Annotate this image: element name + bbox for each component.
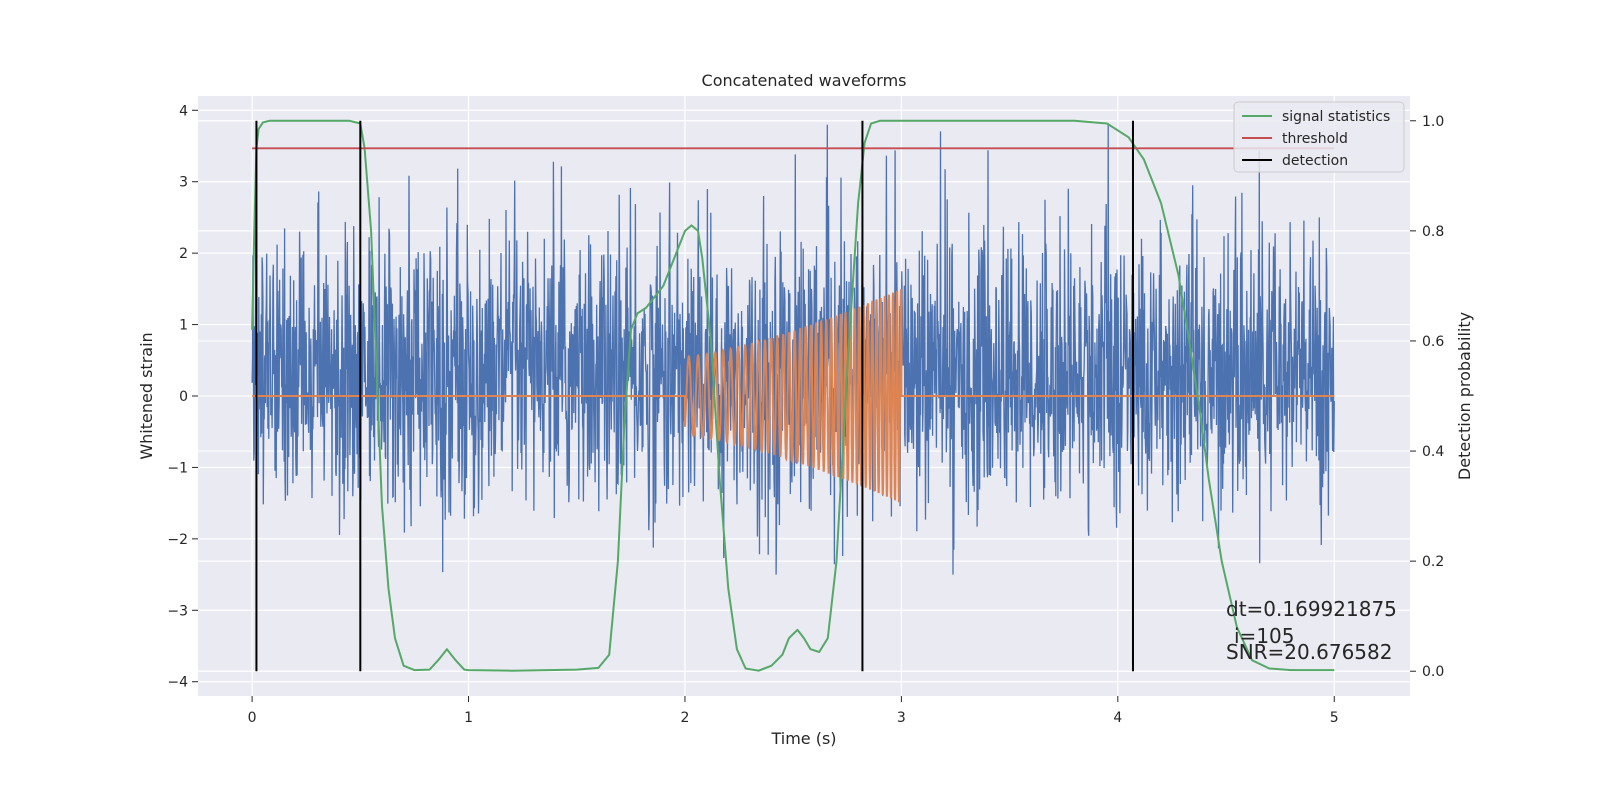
y-right-tick-label: 0.0	[1422, 664, 1444, 680]
axes: 0 1 2 3 4 5 −4 −3 −2 −1 0 1 2 3 4 0.0 0.2 0.4 0.6 0.8 1.0	[167, 103, 1444, 726]
annotation-snr: SNR=20.676582	[1226, 640, 1392, 664]
x-tick-label: 2	[681, 710, 690, 726]
series-line-template	[252, 289, 1335, 503]
y-tick-label: −1	[167, 460, 188, 476]
x-tick-label: 5	[1330, 710, 1339, 726]
y-tick-label: 1	[179, 318, 188, 334]
y-tick-label: 2	[179, 246, 188, 262]
series-layer	[251, 119, 1335, 672]
x-tick-label: 3	[897, 710, 906, 726]
x-tick-label: 0	[248, 710, 257, 726]
legend-label: signal statistics	[1282, 109, 1390, 125]
y-tick-label: 3	[179, 175, 188, 191]
x-tick-label: 1	[464, 710, 473, 726]
y-tick-label: 0	[179, 389, 188, 405]
y-right-tick-label: 0.2	[1422, 554, 1444, 570]
y-axis-label: Whitened strain	[137, 332, 156, 459]
chart-title: Concatenated waveforms	[702, 71, 907, 90]
y-right-tick-label: 0.6	[1422, 334, 1444, 350]
y-tick-label: 4	[179, 103, 188, 119]
x-tick-label: 4	[1113, 710, 1122, 726]
y-right-tick-label: 0.8	[1422, 224, 1444, 240]
y-tick-label: −4	[167, 675, 188, 691]
y-right-tick-label: 1.0	[1422, 114, 1444, 130]
y-tick-label: −3	[167, 603, 188, 619]
legend-label: threshold	[1282, 131, 1348, 147]
y-right-tick-label: 0.4	[1422, 444, 1444, 460]
legend: signal statistics threshold detection	[1233, 101, 1405, 173]
annotations: dt=0.169921875 i=105 SNR=20.676582	[1226, 597, 1397, 664]
annotation-index: i=105	[1234, 624, 1295, 648]
x-axis-label: Time (s)	[770, 729, 836, 748]
y-tick-label: −2	[167, 532, 188, 548]
legend-box	[1233, 101, 1405, 173]
annotation-dt: dt=0.169921875	[1226, 597, 1397, 621]
series-clip-group	[251, 119, 1335, 672]
series-line-signal-statistics	[251, 119, 1335, 672]
legend-label: detection	[1282, 153, 1348, 169]
y-axis-right-label: Detection probability	[1455, 312, 1474, 480]
